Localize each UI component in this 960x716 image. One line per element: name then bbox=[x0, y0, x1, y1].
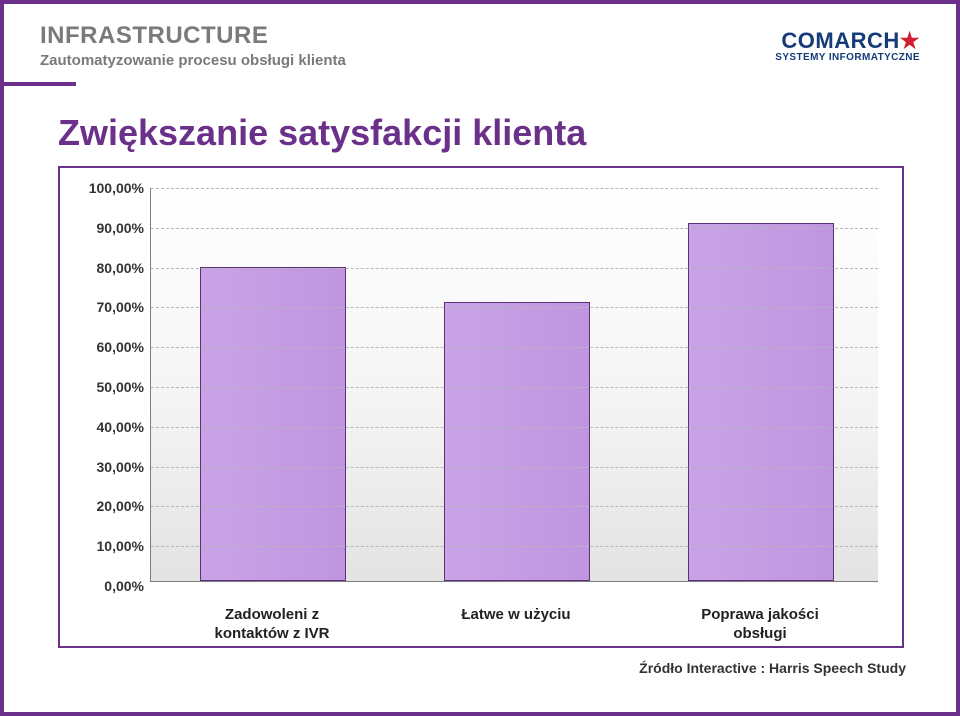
chart-plot-area bbox=[150, 188, 878, 582]
slide-page: INFRASTRUCTURE Zautomatyzowanie procesu … bbox=[0, 0, 960, 716]
chart-bar bbox=[444, 302, 590, 581]
chart-y-tick-label: 50,00% bbox=[66, 379, 144, 395]
chart-y-tick-label: 80,00% bbox=[66, 260, 144, 276]
header: INFRASTRUCTURE Zautomatyzowanie procesu … bbox=[40, 22, 920, 69]
chart-y-tick-label: 70,00% bbox=[66, 299, 144, 315]
logo-star-icon: ★ bbox=[900, 28, 920, 53]
header-rule-icon bbox=[4, 82, 76, 86]
chart-gridline bbox=[151, 546, 878, 547]
chart-y-tick-label: 0,00% bbox=[66, 578, 144, 594]
slide-title: Zwiększanie satysfakcji klienta bbox=[58, 112, 586, 154]
header-title: INFRASTRUCTURE bbox=[40, 22, 346, 50]
header-left: INFRASTRUCTURE Zautomatyzowanie procesu … bbox=[40, 22, 346, 69]
chart-y-tick-label: 20,00% bbox=[66, 498, 144, 514]
source-text: Źródło Interactive : Harris Speech Study bbox=[639, 660, 906, 676]
chart-x-tick-label: Poprawa jakościobsługi bbox=[638, 606, 882, 644]
chart-gridline bbox=[151, 307, 878, 308]
chart-x-tick-label: Zadowoleni zkontaktów z IVR bbox=[150, 606, 394, 644]
chart-bars bbox=[151, 188, 878, 581]
chart-y-tick-label: 30,00% bbox=[66, 459, 144, 475]
logo-name: COMARCH bbox=[781, 28, 899, 53]
chart-y-tick-label: 60,00% bbox=[66, 339, 144, 355]
chart-y-tick-label: 90,00% bbox=[66, 220, 144, 236]
chart-x-tick-label: Łatwe w użyciu bbox=[394, 606, 638, 625]
chart-bar bbox=[688, 223, 834, 581]
chart-gridline bbox=[151, 188, 878, 189]
logo: COMARCH★ SYSTEMY INFORMATYCZNE bbox=[775, 22, 920, 63]
chart-gridline bbox=[151, 228, 878, 229]
header-subtitle: Zautomatyzowanie procesu obsługi klienta bbox=[40, 52, 346, 69]
chart-bar bbox=[200, 267, 346, 581]
chart-y-tick-label: 100,00% bbox=[66, 180, 144, 196]
logo-subtext: SYSTEMY INFORMATYCZNE bbox=[775, 52, 920, 63]
chart-y-tick-label: 10,00% bbox=[66, 538, 144, 554]
chart-frame: 0,00% 10,00% 20,00% 30,00% 40,00% 50,00% 60,00… bbox=[58, 166, 904, 648]
logo-text: COMARCH★ bbox=[775, 28, 920, 54]
chart-y-tick-label: 40,00% bbox=[66, 419, 144, 435]
chart-gridline bbox=[151, 347, 878, 348]
chart-gridline bbox=[151, 427, 878, 428]
chart-gridline bbox=[151, 506, 878, 507]
chart-gridline bbox=[151, 268, 878, 269]
chart-gridline bbox=[151, 387, 878, 388]
chart-gridline bbox=[151, 467, 878, 468]
